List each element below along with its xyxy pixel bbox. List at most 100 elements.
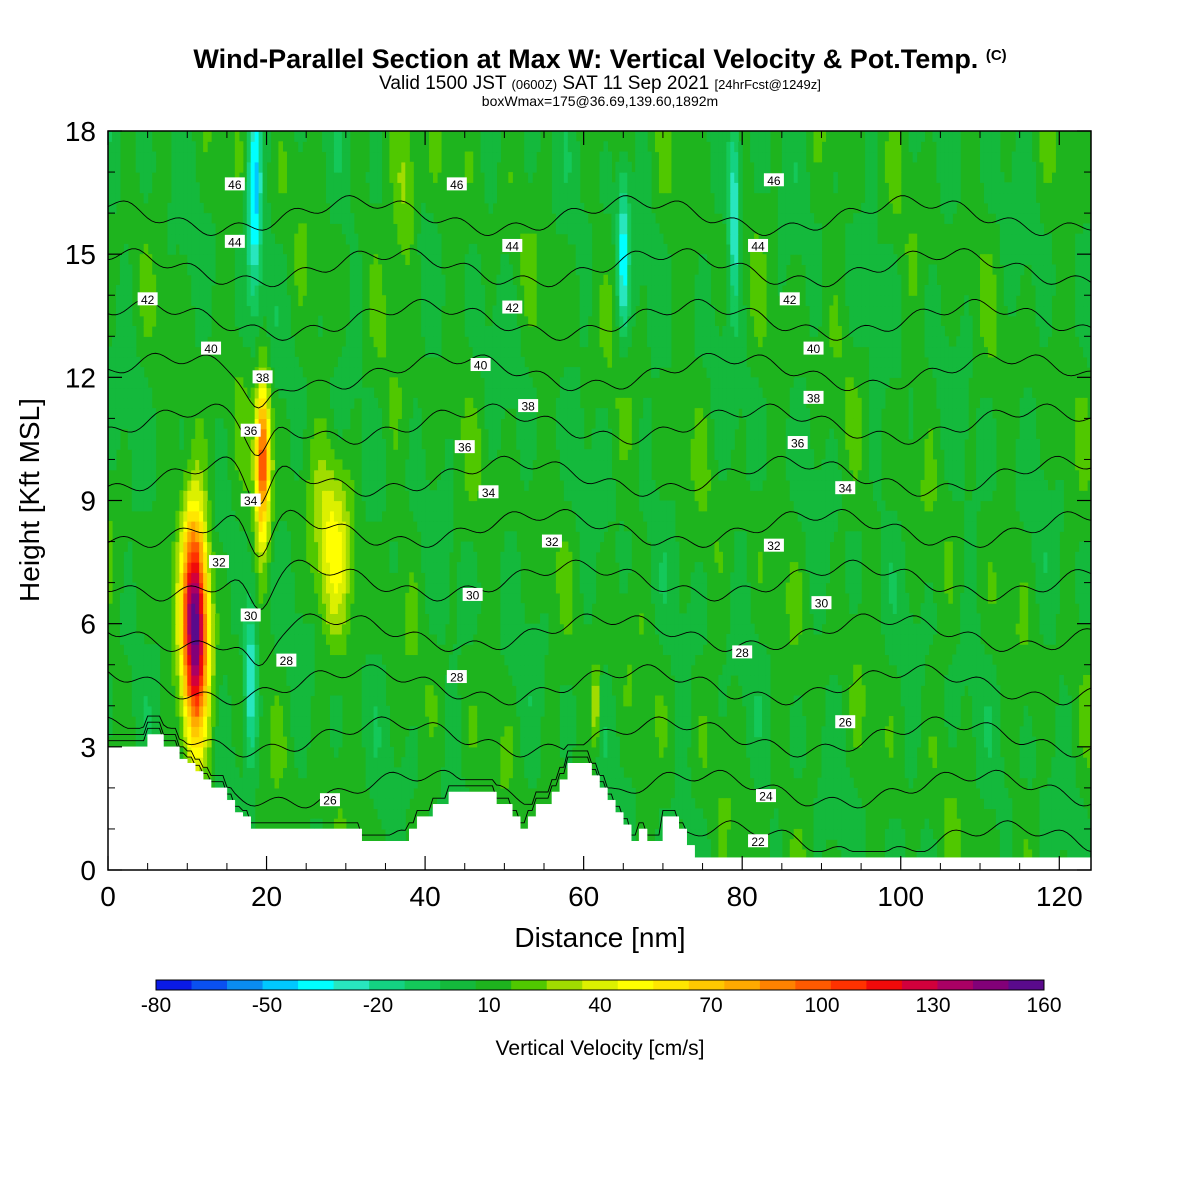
field-cell (282, 623, 287, 635)
field-cell (1063, 716, 1068, 727)
field-cell (833, 777, 838, 789)
field-cell (746, 603, 751, 614)
field-cell (817, 613, 823, 625)
field-cell (738, 633, 743, 645)
field-cell (805, 551, 811, 563)
field-cell (508, 551, 513, 563)
field-cell (948, 438, 953, 450)
field-cell (857, 849, 862, 861)
field-cell (345, 572, 351, 584)
field-cell (833, 808, 838, 820)
field-cell (322, 562, 327, 573)
field-cell (234, 418, 240, 430)
field-cell (131, 469, 137, 481)
colorbar-label: Vertical Velocity [cm/s] (495, 1037, 705, 1060)
field-cell (813, 582, 819, 594)
field-cell (472, 479, 478, 491)
field-cell (314, 490, 319, 502)
field-cell (726, 644, 731, 656)
field-cell (195, 582, 200, 594)
field-cell (758, 685, 763, 697)
field-cell (928, 449, 934, 461)
field-cell (928, 438, 934, 450)
field-cell (904, 623, 910, 635)
field-cell (195, 490, 200, 502)
field-cell (991, 777, 997, 789)
field-cell (908, 746, 914, 758)
field-cell (762, 644, 767, 656)
field-cell (401, 798, 406, 810)
field-cell (956, 849, 961, 861)
field-cell (456, 613, 462, 625)
field-cell (896, 572, 902, 584)
field-cell (944, 798, 949, 810)
field-cell (1083, 695, 1088, 707)
field-cell (750, 746, 755, 758)
field-cell (433, 551, 438, 563)
field-cell (528, 633, 533, 645)
field-cell (853, 449, 858, 461)
field-cell (916, 695, 922, 707)
field-cell (302, 716, 307, 727)
field-cell (1015, 479, 1021, 491)
field-cell (234, 541, 240, 553)
field-cell (472, 438, 478, 450)
field-cell (829, 490, 834, 502)
field-cell (678, 746, 684, 758)
field-cell (821, 726, 827, 738)
field-cell (472, 469, 478, 481)
field-cell (928, 623, 934, 635)
field-cell (976, 428, 981, 440)
field-cell (444, 582, 450, 594)
field-cell (294, 623, 299, 635)
field-cell (520, 438, 525, 450)
field-cell (429, 695, 434, 707)
field-cell (341, 613, 347, 625)
field-cell (595, 428, 601, 440)
field-cell (829, 521, 834, 532)
field-cell (444, 469, 450, 481)
field-cell (611, 787, 616, 799)
field-cell (171, 603, 176, 614)
field-cell (710, 397, 716, 409)
field-cell (337, 736, 343, 748)
field-cell (976, 757, 981, 768)
field-cell (199, 521, 204, 532)
field-cell (1035, 510, 1041, 522)
field-cell (131, 459, 137, 471)
field-cell (230, 582, 236, 594)
field-cell (365, 428, 371, 440)
field-cell (833, 521, 838, 532)
field-cell (678, 736, 684, 748)
field-cell (365, 716, 371, 727)
field-cell (532, 644, 537, 656)
field-cell (516, 654, 521, 666)
field-cell (310, 674, 315, 686)
field-cell (1055, 521, 1060, 532)
field-cell (579, 490, 585, 502)
field-cell (282, 572, 287, 584)
field-cell (1027, 449, 1033, 461)
field-cell (857, 695, 862, 707)
field-cell (563, 562, 569, 573)
field-cell (1027, 418, 1033, 430)
field-cell (254, 736, 260, 748)
field-cell (135, 490, 141, 502)
field-cell (960, 623, 965, 635)
field-cell (976, 644, 981, 656)
field-cell (873, 479, 878, 491)
field-cell (397, 408, 402, 419)
field-cell (373, 777, 379, 789)
field-cell (643, 397, 648, 409)
field-cell (793, 562, 799, 573)
field-cell (952, 469, 957, 481)
field-cell (702, 592, 708, 604)
field-cell (793, 736, 799, 748)
field-cell (674, 613, 680, 625)
field-cell (773, 839, 779, 851)
field-cell (203, 623, 208, 635)
field-cell (722, 469, 727, 481)
field-cell (1063, 695, 1068, 707)
field-cell (448, 777, 454, 789)
field-cell (952, 716, 957, 727)
